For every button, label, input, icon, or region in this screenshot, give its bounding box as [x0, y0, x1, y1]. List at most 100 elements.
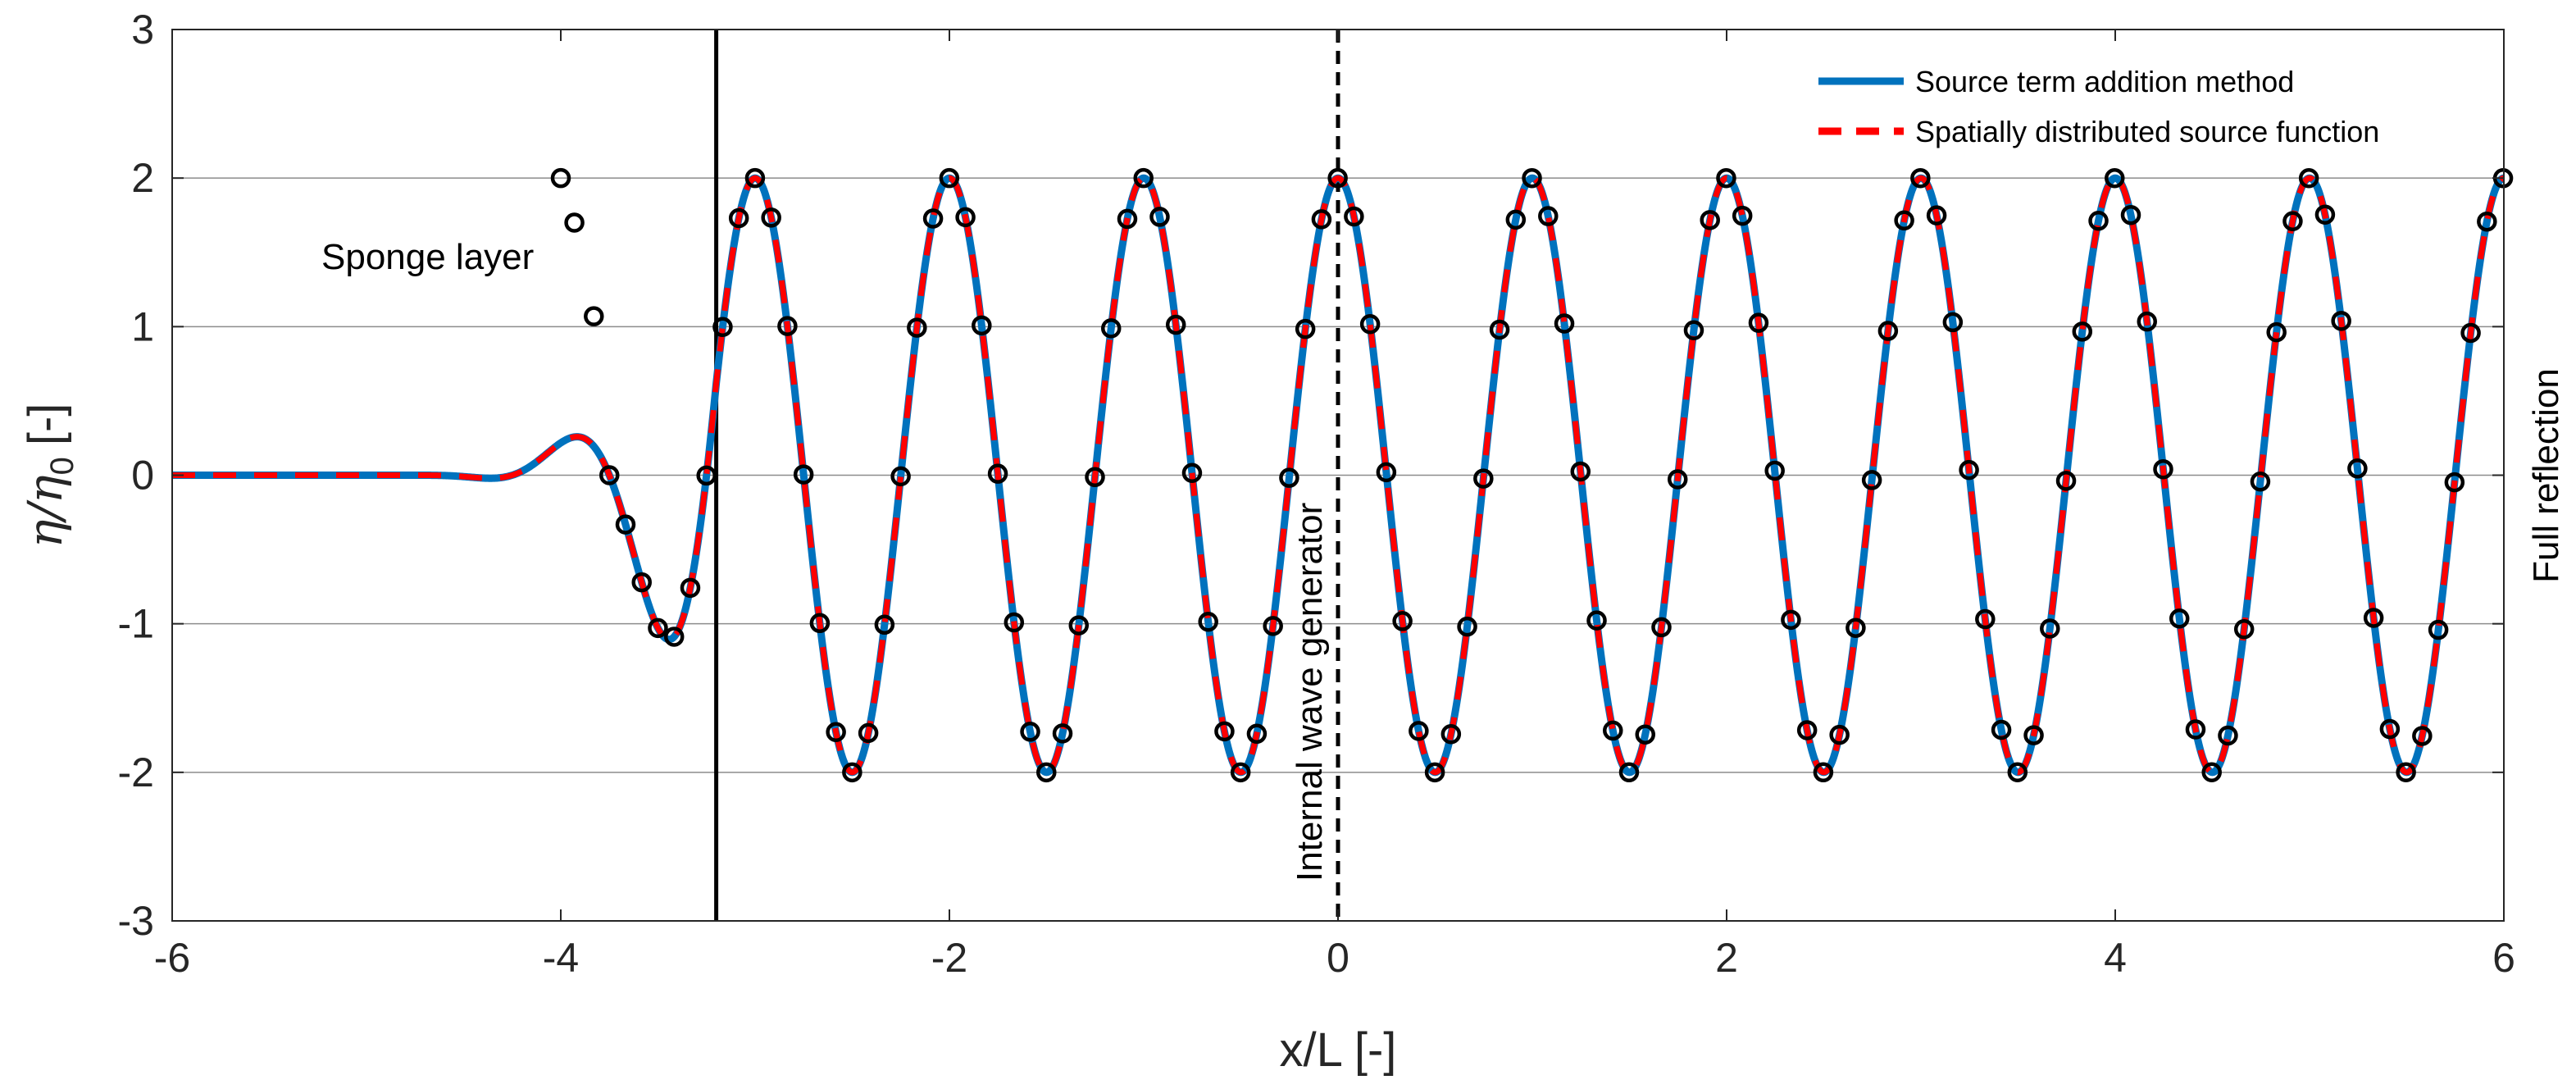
marker-point	[2137, 311, 2157, 332]
marker-point	[1230, 762, 1251, 783]
y-axis-label: η/η0 [-]	[17, 403, 80, 549]
marker-point	[972, 315, 992, 336]
x-tick-label: -2	[931, 935, 967, 981]
marker-point	[2023, 725, 2044, 745]
marker-point	[564, 212, 585, 233]
marker-point	[1813, 762, 1834, 783]
marker-point	[2169, 608, 2190, 629]
marker-point	[599, 465, 620, 485]
marker-point	[2347, 458, 2368, 479]
marker-point	[890, 466, 911, 487]
marker-point	[728, 207, 749, 229]
marker-point	[1603, 720, 1623, 741]
marker-point	[712, 317, 733, 338]
y-tick-label: 2	[131, 155, 154, 201]
marker-point	[2396, 762, 2416, 782]
marker-point	[744, 167, 766, 189]
marker-point	[1829, 724, 1850, 745]
x-tick-label: 2	[1715, 935, 1738, 981]
marker-point	[2331, 311, 2351, 331]
marker-point	[2266, 321, 2287, 343]
marker-point	[648, 617, 668, 639]
marker-point	[2379, 718, 2401, 740]
marker-point	[1570, 461, 1591, 482]
marker-point	[1716, 167, 1736, 189]
marker-point	[680, 577, 701, 599]
marker-point	[631, 572, 652, 593]
marker-point	[1991, 719, 2012, 740]
internal-generator-annotation: Internal wave generator	[1290, 503, 1330, 882]
marker-point	[761, 207, 781, 228]
marker-point	[1975, 608, 1996, 630]
marker-point	[2250, 471, 2271, 492]
marker-point	[1586, 610, 1607, 631]
marker-point	[1894, 210, 1914, 231]
marker-point	[1667, 469, 1688, 490]
y-tick-label: 1	[131, 303, 154, 349]
marker-point	[1959, 459, 1979, 481]
x-tick-label: 6	[2492, 935, 2515, 981]
marker-point	[939, 167, 960, 189]
y-axis-label-unit: [-]	[19, 403, 72, 446]
marker-point	[907, 317, 927, 338]
marker-point	[1279, 467, 1299, 488]
series-curves	[172, 174, 2504, 777]
marker-point	[1327, 167, 1348, 189]
full-reflection-annotation: Full reflection	[2526, 368, 2566, 583]
marker-point	[1068, 615, 1090, 636]
marker-point	[1910, 167, 1931, 189]
marker-point	[2460, 322, 2481, 344]
marker-point	[1942, 312, 1964, 333]
marker-point	[1618, 762, 1640, 783]
marker-point	[1359, 314, 1381, 335]
marker-point	[1344, 206, 1364, 227]
marker-point	[615, 514, 636, 535]
marker-point	[1457, 616, 1477, 637]
y-tick-label: -2	[118, 750, 154, 795]
marker-point	[1926, 205, 1947, 226]
marker-point	[1732, 205, 1753, 226]
marker-point	[2298, 168, 2319, 189]
marker-point	[2233, 619, 2255, 640]
marker-point	[1117, 208, 1138, 230]
marker-point	[1683, 320, 1704, 341]
marker-point	[2040, 618, 2060, 639]
marker-point	[1214, 721, 1235, 742]
marker-point	[1473, 468, 1494, 489]
marker-point	[1635, 724, 1655, 745]
marker-point	[1052, 723, 1073, 744]
marker-point	[663, 627, 685, 647]
axis-ticks: -6 -4 -2 0 2 4 6 -3 -2 -1 0 1 2 3	[118, 7, 2515, 981]
marker-point	[1505, 209, 1527, 230]
legend: Source term addition method Spatially di…	[1818, 65, 2379, 148]
sponge-layer-annotation: Sponge layer	[321, 237, 534, 277]
marker-point	[809, 613, 831, 634]
x-axis-label: x/L [-]	[1280, 1023, 1397, 1077]
marker-point	[874, 614, 895, 636]
marker-point	[1440, 723, 1462, 745]
y-axis-label-main: η/η	[17, 475, 73, 548]
marker-point	[2185, 719, 2206, 740]
marker-point	[2007, 762, 2028, 783]
marker-point	[1424, 762, 1445, 783]
y-tick-label: -1	[118, 601, 154, 647]
marker-point	[1748, 312, 1769, 333]
marker-point	[1311, 209, 1332, 230]
marker-point	[2314, 204, 2336, 226]
marker-point	[1376, 462, 1397, 483]
marker-point	[842, 762, 862, 783]
marker-point	[2428, 619, 2449, 640]
marker-point	[1861, 470, 1882, 490]
marker-point	[2120, 204, 2141, 226]
marker-point	[2218, 725, 2238, 746]
marker-point	[1198, 611, 1218, 632]
y-tick-label: -3	[118, 898, 154, 944]
marker-point	[2444, 472, 2465, 493]
x-tick-label: 0	[1327, 935, 1349, 981]
marker-point	[1538, 206, 1559, 226]
marker-point	[2412, 726, 2433, 746]
marker-point	[1149, 207, 1170, 227]
marker-point	[1781, 609, 1801, 631]
marker-point	[826, 722, 846, 743]
measurement-markers	[550, 167, 2514, 783]
